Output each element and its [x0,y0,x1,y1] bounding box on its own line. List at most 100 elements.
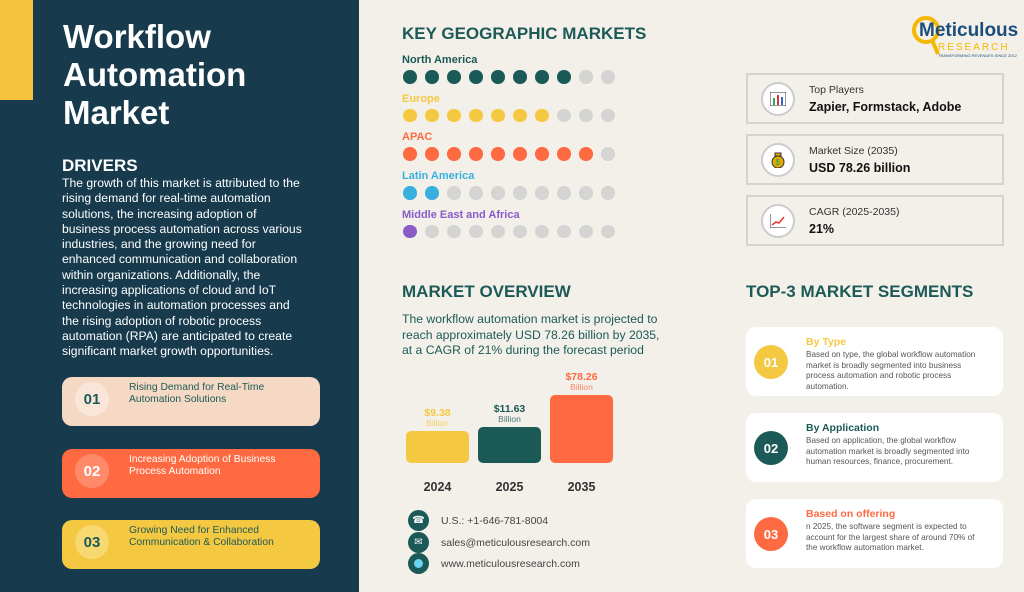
empty-dot [447,224,461,239]
filled-dot [535,147,549,161]
region-label: Europe [402,92,440,105]
svg-text:RESEARCH: RESEARCH [938,42,1010,53]
segment-card-2: 02 By Application Based on application, th… [746,413,1003,482]
money-bag-icon: $ [761,142,795,177]
empty-dot [579,108,593,123]
driver-number: 03 [75,525,109,559]
filled-dot [447,70,461,84]
region-dot-rating [403,147,615,161]
bar-value: $9.38 [424,407,451,420]
bar-chart-icon [761,81,795,116]
filled-dot [491,70,505,84]
bar-2024 [406,431,469,463]
segment-text: n 2025, the software segment is expected… [806,522,975,552]
phone-icon: ☎ [408,510,429,531]
logo-magnifier-icon: Meticulous RESEARCH TRANSFORMING REVENUE… [912,16,1018,58]
contact-website[interactable]: www.meticulousresearch.com [408,553,580,574]
stat-top-players: Top Players Zapier, Formstack, Adobe [746,73,1004,124]
driver-card-3: 03 Growing Need for Enhanced Communicati… [62,520,320,569]
region-label: North America [402,54,478,66]
contact-text: U.S.: +1-646-781-8004 [441,514,549,527]
segment-card-1: 01 By Type Based on type, the global workf… [746,327,1003,396]
empty-dot [513,186,527,200]
stat-value: Zapier, Formstack, Adobe [809,99,962,114]
segment-text: Based on type, the global workflow autom… [806,350,976,391]
filled-dot [425,147,439,161]
segment-number: 02 [754,431,788,465]
region-dot-rating [403,224,615,239]
svg-text:TRANSFORMING REVENUES SINCE 20: TRANSFORMING REVENUES SINCE 2012 [938,53,1018,58]
driver-card-2: 02 Increasing Adoption of Business Proce… [62,449,320,498]
filled-dot [491,147,505,161]
empty-dot [557,224,571,239]
filled-dot [425,108,439,123]
empty-dot [535,224,549,239]
x-tick-label: 2024 [423,480,452,494]
empty-dot [601,147,615,161]
empty-dot [513,224,527,239]
empty-dot [425,224,439,239]
region-label: Middle East and Africa [402,208,520,221]
driver-number: 01 [75,382,109,416]
empty-dot [557,108,571,123]
filled-dot [469,108,483,123]
overview-heading: MARKET OVERVIEW [402,282,571,301]
svg-text:Meticulous: Meticulous [919,20,1018,41]
filled-dot [557,147,571,161]
x-tick-label: 2025 [495,480,524,494]
contact-phone: ☎ U.S.: +1-646-781-8004 [408,510,548,531]
bar-value: $11.63 [493,403,526,416]
contact-text: www.meticulousresearch.com [441,557,580,570]
filled-dot [403,108,417,123]
empty-dot [579,224,593,239]
contact-email[interactable]: ✉ sales@meticulousresearch.com [408,532,590,553]
bar-value-label: $78.26 Billion [550,372,613,392]
contact-text: sales@meticulousresearch.com [441,536,590,549]
globe-icon [408,553,429,574]
stat-label: Market Size (2035) [809,144,898,157]
overview-text: The workflow automation market is projec… [402,312,660,357]
empty-dot [469,224,483,239]
segment-title: By Type [806,336,847,348]
bar-2035 [550,395,613,463]
region-dot-rating [403,70,615,84]
filled-dot [469,147,483,161]
bar-2025 [478,427,541,463]
filled-dot [447,108,461,123]
stat-value: 21% [809,221,835,236]
segment-text: Based on application, the global workflo… [806,436,970,466]
empty-dot [601,70,615,84]
stat-market-size: $ Market Size (2035) USD 78.26 billion [746,134,1004,185]
stat-cagr: CAGR (2025-2035) 21% [746,195,1004,246]
empty-dot [469,186,483,200]
driver-number: 02 [75,454,109,488]
email-icon: ✉ [408,532,429,553]
empty-dot [447,186,461,200]
filled-dot [579,147,593,161]
driver-card-1: 01 Rising Demand for Real-Time Automatio… [62,377,320,426]
empty-dot [557,186,571,200]
empty-dot [601,108,615,123]
meticulous-logo: Meticulous RESEARCH TRANSFORMING REVENUE… [910,10,1020,60]
filled-dot [513,108,527,123]
region-dot-rating [403,108,615,123]
driver-label: Rising Demand for Real-Time Automation S… [129,382,265,405]
drivers-text: The growth of this market is attributed … [62,176,302,359]
bar-unit: Billion [570,382,593,393]
segment-number: 03 [754,517,788,551]
svg-text:$: $ [776,158,781,167]
filled-dot [535,108,549,123]
region-label: APAC [402,131,433,144]
segment-number: 01 [754,345,788,379]
empty-dot [579,186,593,200]
filled-dot [403,224,417,239]
filled-dot [513,70,527,84]
drivers-heading: DRIVERS [62,156,138,175]
filled-dot [403,186,417,200]
driver-label: Increasing Adoption of Business Process … [129,454,276,477]
filled-dot [491,108,505,123]
empty-dot [491,186,505,200]
filled-dot [535,70,549,84]
empty-dot [535,186,549,200]
stat-value: USD 78.26 billion [809,160,911,175]
